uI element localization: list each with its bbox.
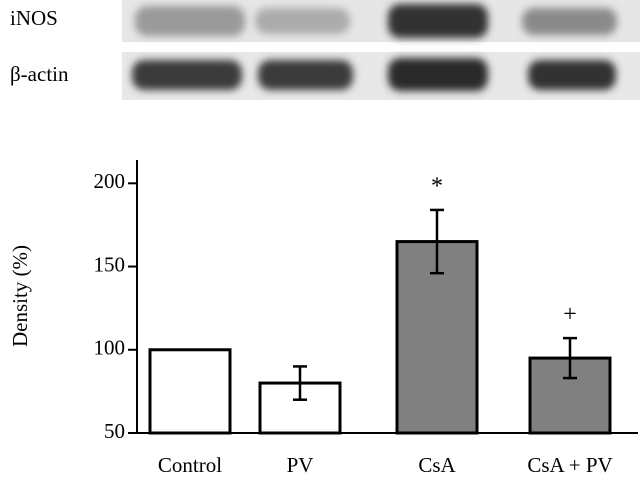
blot-band <box>522 8 617 35</box>
bar <box>148 348 232 435</box>
annotation: + <box>563 302 577 328</box>
y-tick-label: 150 <box>94 252 126 276</box>
x-tick-label: CsA <box>418 453 456 477</box>
blot-band <box>528 60 616 90</box>
blot-band <box>388 58 488 91</box>
blot-label: iNOS <box>10 6 58 30</box>
blot-band <box>135 6 245 36</box>
blot-band <box>132 60 242 90</box>
y-axis-label: Density (%) <box>8 245 32 347</box>
blot-band <box>388 4 488 38</box>
x-tick-label: PV <box>287 453 314 477</box>
y-tick-label: 200 <box>94 169 126 193</box>
x-tick-label: Control <box>158 453 222 477</box>
y-tick-label: 50 <box>104 419 125 443</box>
annotation: * <box>431 173 443 199</box>
blot-band <box>255 8 350 34</box>
x-tick-label: CsA + PV <box>527 453 612 477</box>
y-tick-label: 100 <box>94 336 126 360</box>
blot-label: β-actin <box>10 62 69 86</box>
blot-band <box>258 60 353 90</box>
blot <box>122 0 640 100</box>
